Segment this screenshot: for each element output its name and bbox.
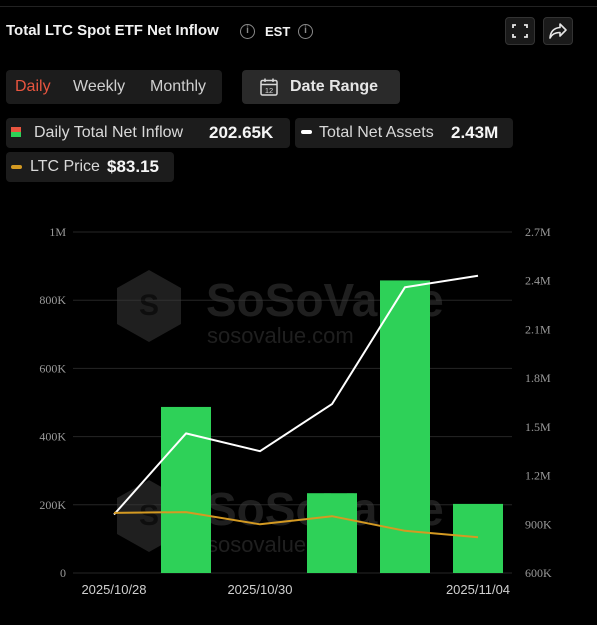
- svg-text:S: S: [139, 289, 159, 322]
- legend-assets[interactable]: Total Net Assets 2.43M: [295, 118, 513, 148]
- legend-assets-label: Total Net Assets: [319, 124, 434, 141]
- share-icon: [549, 23, 567, 39]
- inflow-positive-swatch: [11, 132, 21, 137]
- tab-monthly[interactable]: Monthly: [150, 78, 207, 95]
- timezone-info-icon[interactable]: i: [298, 24, 313, 39]
- legend-price[interactable]: LTC Price $83.15: [6, 152, 174, 182]
- right-tick-label: 1.8M: [525, 371, 551, 385]
- left-tick-label: 1M: [49, 225, 66, 239]
- legend-price-value: $83.15: [107, 157, 159, 176]
- calendar-icon: 12: [260, 78, 278, 96]
- left-tick-label: 0: [60, 566, 66, 580]
- right-tick-label: 1.2M: [525, 469, 551, 483]
- right-tick-label: 2.4M: [525, 274, 551, 288]
- info-icon[interactable]: i: [240, 24, 255, 39]
- inflow-bar: [307, 493, 357, 573]
- left-tick-label: 800K: [39, 293, 66, 307]
- share-button[interactable]: [543, 17, 573, 45]
- inflow-bar: [380, 280, 430, 573]
- right-tick-label: 600K: [525, 566, 552, 580]
- legend-inflow[interactable]: Daily Total Net Inflow 202.65K: [6, 118, 290, 148]
- inflow-negative-swatch: [11, 127, 21, 132]
- right-tick-label: 2.7M: [525, 225, 551, 239]
- legend-inflow-label: Daily Total Net Inflow: [34, 124, 184, 141]
- left-tick-label: 400K: [39, 430, 66, 444]
- tab-daily[interactable]: Daily: [15, 78, 51, 95]
- left-tick-label: 600K: [39, 361, 66, 375]
- svg-text:S: S: [139, 499, 159, 532]
- legend-inflow-value: 202.65K: [209, 123, 274, 142]
- assets-swatch: [301, 130, 312, 134]
- timezone-label[interactable]: EST: [265, 24, 291, 39]
- legend-assets-value: 2.43M: [451, 123, 499, 142]
- right-tick-label: 900K: [525, 517, 552, 531]
- svg-text:12: 12: [265, 86, 273, 95]
- tab-weekly[interactable]: Weekly: [73, 78, 126, 95]
- date-range-button[interactable]: 12 Date Range: [242, 70, 400, 104]
- legend-price-label: LTC Price: [30, 158, 100, 175]
- assets-line: [113, 274, 479, 516]
- watermark-site: sosovalue.com: [207, 323, 354, 348]
- fullscreen-button[interactable]: [505, 17, 535, 45]
- inflow-bar: [453, 503, 503, 573]
- left-tick-label: 200K: [39, 498, 66, 512]
- header-divider: [0, 6, 597, 7]
- x-tick-label: 2025/10/28: [81, 582, 146, 597]
- page-title: Total LTC Spot ETF Net Inflow: [6, 22, 219, 39]
- right-tick-label: 1.5M: [525, 420, 551, 434]
- fullscreen-icon: [512, 24, 528, 38]
- period-tabs: Daily Weekly Monthly: [6, 70, 222, 104]
- price-swatch: [11, 165, 22, 169]
- x-tick-label: 2025/10/30: [227, 582, 292, 597]
- right-tick-label: 2.1M: [525, 322, 551, 336]
- date-range-label: Date Range: [290, 78, 379, 95]
- price-line: [113, 511, 479, 539]
- x-tick-label: 2025/11/04: [446, 582, 510, 597]
- inflow-bar: [161, 406, 211, 573]
